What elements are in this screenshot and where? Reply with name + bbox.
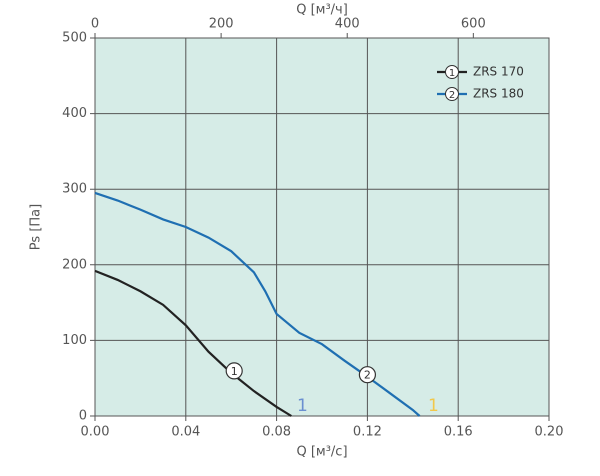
x-tick-label: 0.12 — [353, 425, 382, 440]
y-tick-label: 100 — [62, 333, 87, 348]
series-line — [94, 191, 421, 417]
legend-marker-label: 1 — [449, 68, 455, 79]
y-tick-label: 300 — [62, 182, 87, 197]
x-tick-label: 0.08 — [262, 425, 291, 440]
curve-marker — [225, 362, 243, 380]
legend-marker — [445, 65, 459, 79]
series-line — [94, 269, 292, 417]
plot-frame — [94, 37, 550, 417]
legend-label: ZRS 180 — [473, 87, 524, 101]
x2-tick-label: 400 — [335, 17, 360, 32]
annotation: 1 — [428, 396, 439, 416]
x-tick-label: 0.20 — [535, 425, 564, 440]
plot-background — [95, 38, 549, 416]
y-tick-label: 0 — [79, 409, 87, 424]
x2-tick-label: 200 — [209, 17, 234, 32]
x-tick-label: 0.00 — [81, 425, 110, 440]
x2-axis-label: Q [м³/ч] — [296, 3, 348, 18]
curve-marker-label: 1 — [231, 365, 238, 378]
annotation: 1 — [297, 396, 308, 416]
x-tick-label: 0.16 — [444, 425, 473, 440]
legend-marker — [445, 87, 459, 101]
y-tick-label: 400 — [62, 106, 87, 121]
x-axis-label: Q [м³/с] — [296, 445, 347, 460]
y-axis-label: Ps [Па] — [29, 204, 44, 250]
x2-tick-label: 0 — [91, 17, 99, 32]
curve-marker-label: 2 — [364, 369, 371, 382]
legend-label: ZRS 170 — [473, 65, 524, 79]
y-tick-label: 200 — [62, 257, 87, 272]
x2-tick-label: 600 — [461, 17, 486, 32]
curve-marker — [358, 366, 376, 384]
x-tick-label: 0.04 — [171, 425, 200, 440]
legend-marker-label: 2 — [449, 90, 455, 101]
y-tick-label: 500 — [62, 31, 87, 46]
